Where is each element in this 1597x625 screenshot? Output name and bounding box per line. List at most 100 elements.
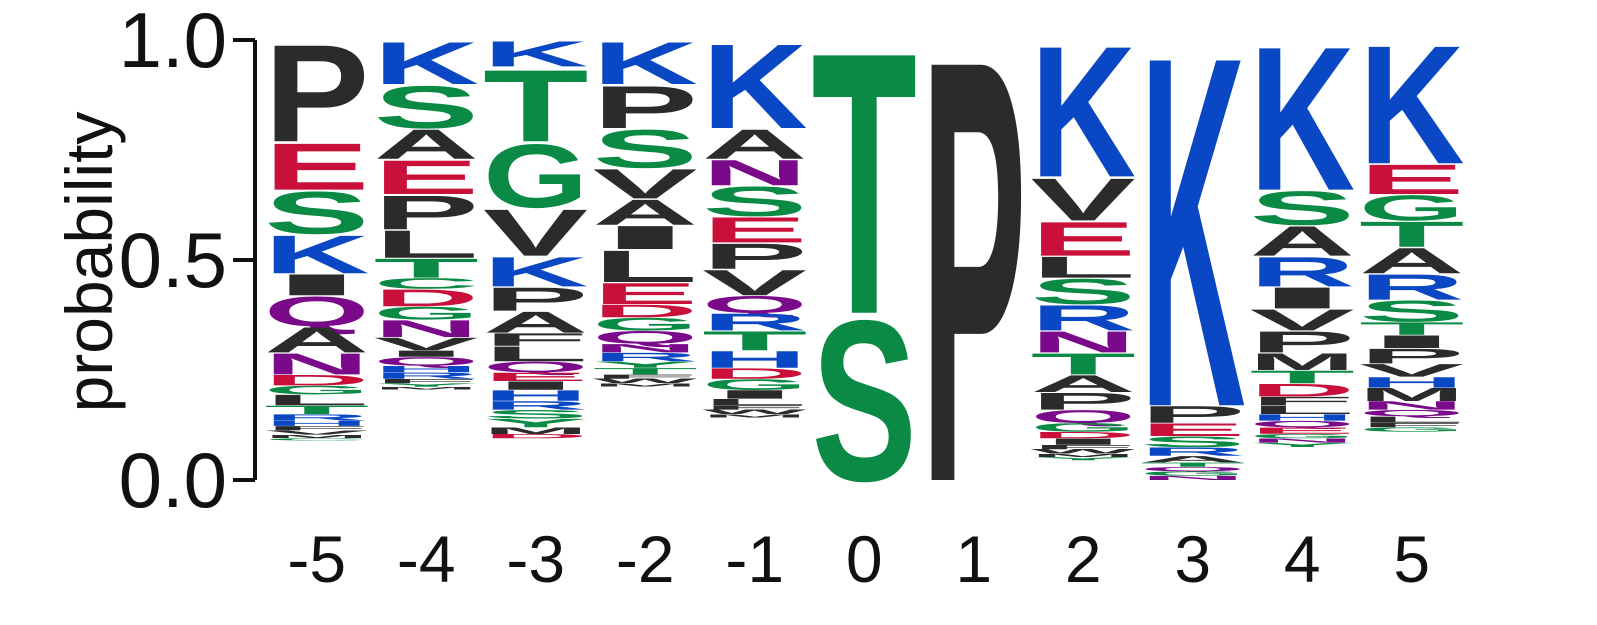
logo-letter-A: A [1250, 217, 1355, 264]
logo-letter-F: F [1250, 394, 1355, 408]
logo-letter-S: S [1031, 271, 1137, 311]
logo-letter-N: N [1140, 475, 1245, 482]
logo-letter-stacks: PESKIQANDGLTRHFVMCKSAEPLTCDGNVIQHRFYMKTG… [264, 0, 1465, 609]
logo-letter-Y: Y [1250, 442, 1355, 449]
logo-letter-N: N [1250, 437, 1355, 444]
logo-letter-V: V [1250, 303, 1355, 337]
logo-letter-Q: Q [1031, 406, 1136, 426]
y-axis-title: probability [52, 112, 126, 413]
logo-letter-V: V [483, 196, 588, 270]
logo-letter-T: T [1031, 347, 1136, 381]
logo-letter-R: R [1359, 267, 1464, 307]
logo-letter-D: D [593, 301, 699, 321]
logo-letter-E: E [1359, 156, 1465, 203]
logo-letter-F: F [264, 425, 369, 432]
x-tick-label: 1 [955, 522, 992, 596]
logo-letter-T: T [374, 253, 479, 283]
logo-letter-D: D [374, 285, 479, 312]
logo-letter-W: W [593, 378, 699, 385]
logo-letter-I: I [1359, 332, 1464, 352]
logo-letter-L: L [1031, 251, 1136, 285]
logo-letter-K: K [1250, 4, 1355, 233]
logo-letter-F: F [1359, 422, 1464, 429]
logo-letter-H: H [702, 346, 807, 373]
logo-letter-K: K [1031, 7, 1136, 217]
y-axis [233, 38, 257, 482]
logo-letter-S: S [1250, 181, 1356, 235]
x-tick-label: -3 [506, 522, 565, 596]
logo-letter-K: K [593, 29, 698, 97]
logo-letter-Y: Y [1031, 456, 1136, 461]
logo-letter-T: T [483, 49, 588, 164]
logo-letter-P: P [702, 236, 808, 276]
logo-letter-I: I [593, 219, 698, 256]
logo-letter-A: A [1359, 241, 1464, 281]
logo-letter-E: E [374, 150, 480, 204]
y-tick-labels: 0.0 0.5 1.0 [119, 0, 227, 524]
logo-letter-Y: Y [593, 360, 698, 370]
logo-letter-H: H [264, 419, 369, 427]
x-tick-label: 2 [1065, 522, 1102, 596]
y-tick-label: 1.0 [119, 0, 227, 84]
logo-letter-G: G [1359, 426, 1464, 433]
logo-letter-T: T [1359, 319, 1464, 339]
logo-letter-R: R [483, 399, 588, 413]
y-tick-label: 0.0 [119, 436, 227, 524]
logo-letter-D: D [702, 365, 807, 382]
logo-letter-E: E [593, 277, 698, 311]
logo-letter-R: R [374, 371, 479, 381]
logo-letter-L: L [1250, 403, 1355, 417]
logo-letter-E: E [1140, 420, 1245, 440]
logo-letter-P: P [921, 0, 1026, 609]
logo-letter-H: H [1359, 374, 1464, 391]
logo-letter-Y: Y [374, 382, 479, 387]
x-tick-label: 4 [1284, 522, 1321, 596]
logo-letter-G: G [483, 126, 588, 227]
logo-letter-M: M [374, 386, 479, 390]
logo-letter-G: G [593, 314, 698, 334]
logo-letter-Q: Q [1250, 419, 1355, 429]
logo-letter-Q: Q [483, 359, 588, 376]
logo-letter-Q: Q [264, 288, 369, 335]
logo-letter-R: R [264, 412, 369, 422]
logo-letter-S: S [702, 178, 808, 225]
logo-letter-C: C [374, 275, 479, 292]
logo-letter-I: I [1250, 281, 1355, 315]
logo-letter-H: H [1250, 412, 1355, 422]
logo-letter-G: G [1140, 470, 1245, 477]
logo-letter-P: P [264, 15, 369, 171]
logo-letter-K: K [264, 224, 369, 285]
x-tick-label: -2 [616, 522, 675, 596]
x-tick-label: -4 [397, 522, 456, 596]
logo-letter-M: M [1250, 348, 1355, 375]
y-tick-label: 0.5 [119, 216, 227, 304]
logo-letter-D: D [1250, 380, 1356, 400]
logo-letter-Q: Q [702, 291, 807, 318]
logo-letter-F: F [702, 404, 807, 411]
logo-letter-G: G [1250, 433, 1355, 440]
x-tick-label: 5 [1393, 522, 1430, 596]
logo-letter-N: N [593, 341, 698, 355]
logo-letter-N: N [1359, 399, 1464, 413]
logo-letter-L: L [374, 222, 479, 266]
logo-letter-Q: Q [1140, 466, 1245, 473]
logo-letter-Q: Q [1359, 408, 1464, 418]
logo-letter-R: R [702, 309, 807, 336]
logo-letter-I: I [702, 388, 807, 401]
logo-letter-N: N [374, 315, 479, 342]
logo-letter-H: H [483, 387, 588, 404]
logo-letter-L: L [1359, 415, 1464, 425]
logo-letter-D: D [483, 433, 588, 440]
logo-letter-K: K [483, 248, 588, 295]
x-tick-label: 3 [1174, 522, 1211, 596]
logo-letter-S: S [593, 119, 698, 180]
logo-letter-E: E [483, 370, 588, 384]
logo-letter-T: T [812, 0, 917, 392]
logo-letter-S: S [483, 407, 588, 421]
logo-letter-V: V [702, 263, 807, 303]
logo-letter-M: M [264, 434, 369, 439]
logo-letter-Q: Q [374, 355, 479, 368]
logo-letter-A: A [702, 121, 807, 168]
logo-letter-E: E [702, 210, 808, 250]
logo-letter-I: I [264, 268, 369, 302]
